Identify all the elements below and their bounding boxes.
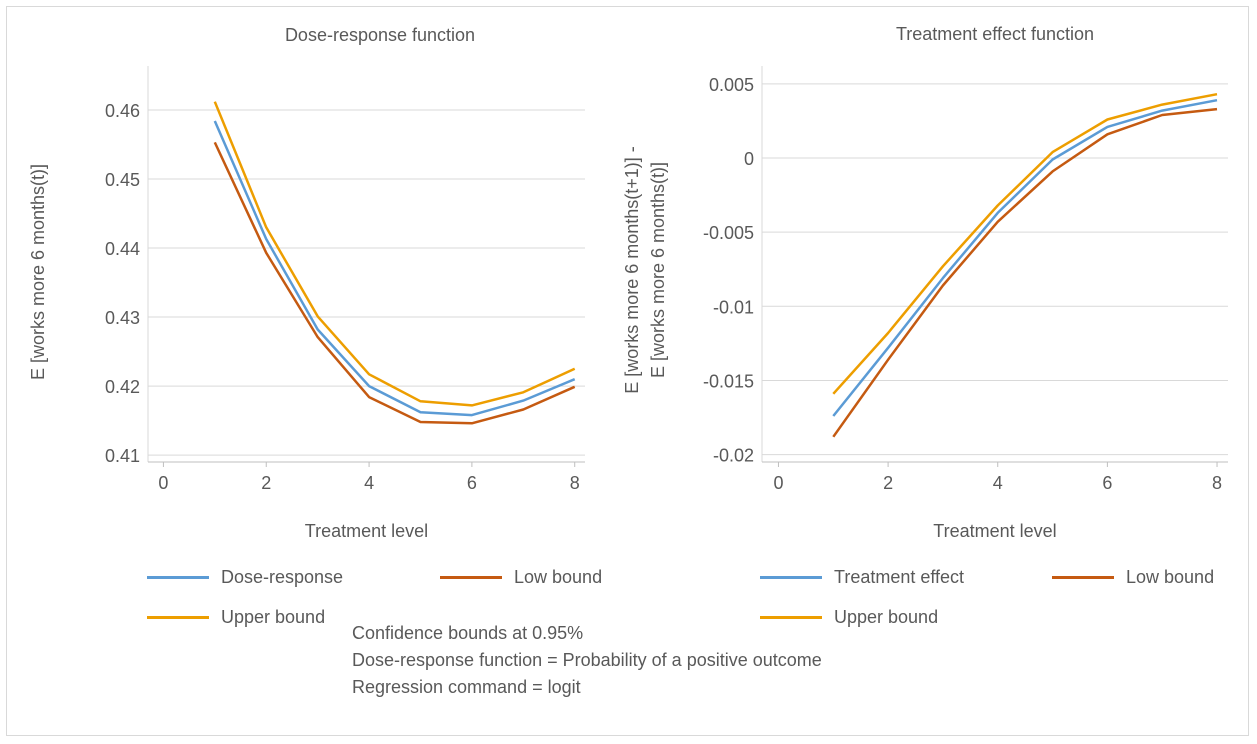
- dose-x-axis-label: Treatment level: [305, 521, 428, 540]
- dose-series-low-bound: [213, 141, 576, 425]
- note-confidence: Confidence bounds at 0.95%: [352, 623, 584, 643]
- dose-y-tick-label: 0.42: [105, 377, 140, 397]
- dose-y-tick-label: 0.46: [105, 101, 140, 121]
- effect-series-upper-bound: [832, 92, 1218, 395]
- dose-response-chart: 0.41 0.42 0.43 0.44 0.45 0.46 0 2 4 6 8 Dose-respon…: [28, 25, 585, 540]
- dose-y-tick-label: 0.43: [105, 308, 140, 328]
- effect-x-tick-label: 4: [993, 473, 1003, 493]
- dose-x-tick-label: 2: [261, 473, 271, 493]
- effect-x-tick-label: 2: [883, 473, 893, 493]
- effect-series-low-bound: [832, 107, 1218, 438]
- dose-legend-swatch: [440, 576, 502, 579]
- dose-x-tick-label: 4: [364, 473, 374, 493]
- effect-x-tick-label: 0: [773, 473, 783, 493]
- effect-legend-swatch: [760, 616, 822, 619]
- effect-y-axis-label-line2: E [works more 6 months(t)]: [648, 162, 668, 378]
- effect-series-treatment-effect: [832, 98, 1218, 417]
- dose-y-axis-label: E [works more 6 months(t)]: [28, 164, 48, 380]
- effect-legend-swatch: [760, 576, 822, 579]
- dose-x-tick-label: 0: [158, 473, 168, 493]
- note-regression: Regression command = logit: [352, 677, 581, 697]
- effect-x-tick-label: 8: [1212, 473, 1222, 493]
- dose-y-tick-label: 0.45: [105, 170, 140, 190]
- effect-title: Treatment effect function: [896, 24, 1094, 44]
- effect-y-axis-label-line1: E [works more 6 months(t+1)] -: [622, 146, 642, 394]
- effect-y-tick-label: 0: [744, 149, 754, 169]
- effect-y-tick-label: -0.015: [703, 371, 754, 391]
- dose-title: Dose-response function: [285, 25, 475, 45]
- effect-y-tick-label: 0.005: [709, 75, 754, 95]
- dose-x-tick-label: 8: [570, 473, 580, 493]
- effect-legend-label: Upper bound: [834, 607, 939, 627]
- effect-legend-label: Low bound: [1126, 567, 1215, 587]
- effect-x-axis-label: Treatment level: [933, 521, 1056, 540]
- effect-y-tick-label: -0.01: [713, 297, 754, 317]
- dose-legend-label: Upper bound: [221, 607, 326, 627]
- dose-legend-label: Dose-response: [221, 567, 344, 587]
- effect-y-tick-label: -0.02: [713, 446, 754, 466]
- dose-series-dose-response: [213, 120, 576, 417]
- dose-legend-label: Low bound: [514, 567, 603, 587]
- dose-y-tick-label: 0.41: [105, 446, 140, 466]
- dose-legend-swatch: [147, 616, 209, 619]
- effect-x-tick-label: 6: [1102, 473, 1112, 493]
- effect-legend-swatch: [1052, 576, 1114, 579]
- effect-legend-label: Treatment effect: [834, 567, 965, 587]
- treatment-effect-chart: -0.02 -0.015 -0.01 -0.005 0 0.005 0 2 4 6 8 Treatme…: [622, 24, 1228, 540]
- dose-y-tick-label: 0.44: [105, 239, 140, 259]
- dose-series-upper-bound: [213, 101, 576, 407]
- dose-legend-swatch: [147, 576, 209, 579]
- chart-notes: Confidence bounds at 0.95% Dose-response…: [352, 620, 822, 701]
- dose-x-tick-label: 6: [467, 473, 477, 493]
- effect-y-tick-label: -0.005: [703, 223, 754, 243]
- note-function: Dose-response function = Probability of …: [352, 650, 822, 670]
- figure-frame: [6, 6, 1249, 736]
